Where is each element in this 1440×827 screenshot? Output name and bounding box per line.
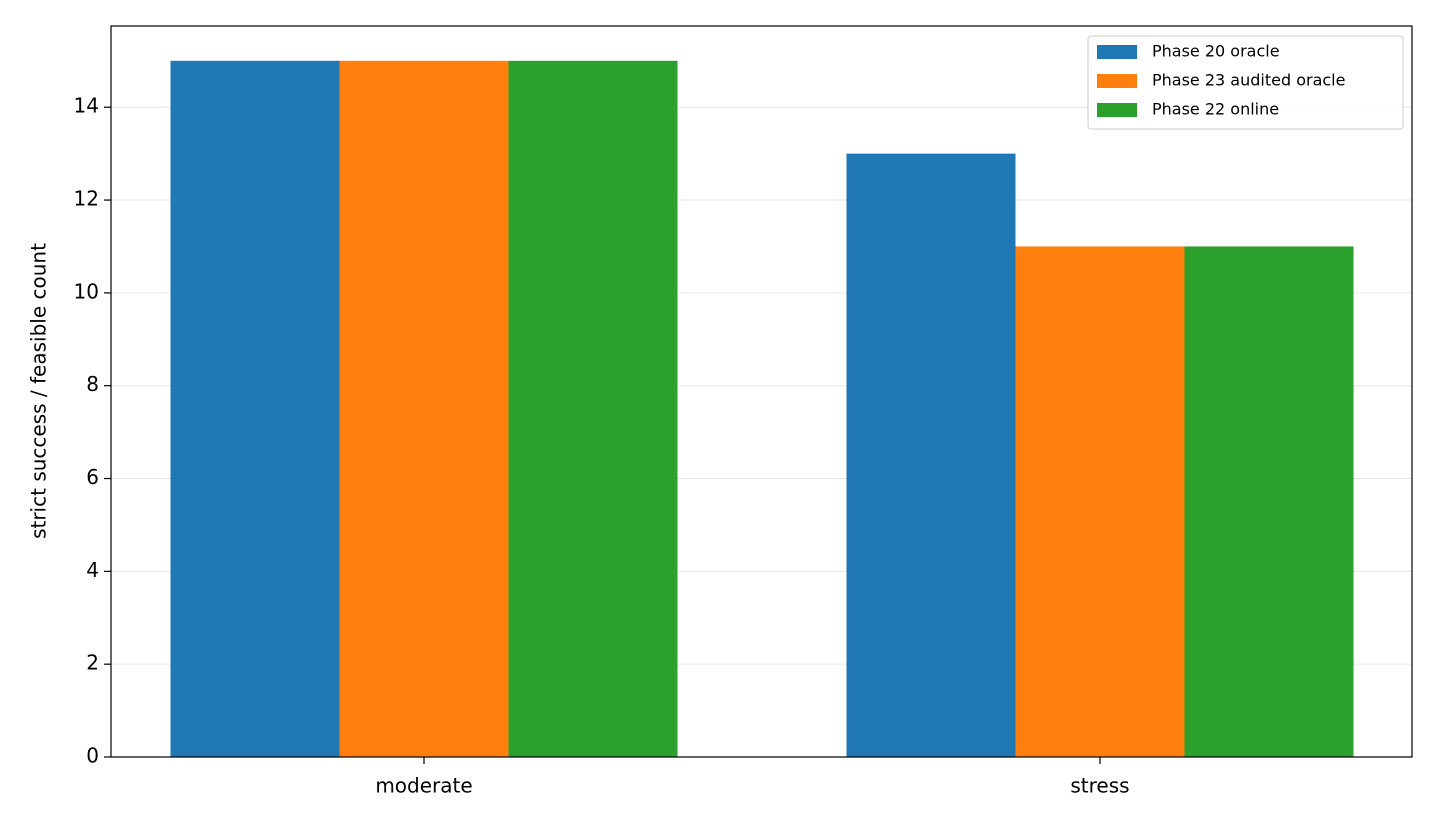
bar [1184,246,1354,757]
y-tick-label: 6 [86,465,99,489]
y-tick-label: 4 [86,558,99,582]
plot-frame [110,25,1413,758]
x-tick-label: moderate [375,774,472,798]
y-tick-label: 14 [74,94,99,118]
bar [1015,246,1185,757]
legend: Phase 20 oracle Phase 23 audited oracle Ph… [1087,35,1404,130]
legend-label: Phase 23 audited oracle [1152,71,1345,90]
y-tick-label: 10 [74,279,99,303]
y-tick-label: 12 [74,187,99,211]
bar [170,60,340,758]
y-tick-label: 0 [86,744,99,768]
legend-box [1087,35,1404,130]
bar [508,60,678,758]
legend-swatch [1097,74,1137,88]
legend-swatch [1097,103,1137,117]
legend-label: Phase 20 oracle [1152,42,1280,61]
y-tick-label: 8 [86,372,99,396]
y-axis-label: strict success / feasible count [27,243,51,539]
x-tick-label: stress [1070,774,1129,798]
bar [846,153,1016,758]
legend-label: Phase 22 online [1152,100,1279,119]
bar [339,60,509,758]
y-tick-label: 2 [86,651,99,675]
legend-swatch [1097,45,1137,59]
